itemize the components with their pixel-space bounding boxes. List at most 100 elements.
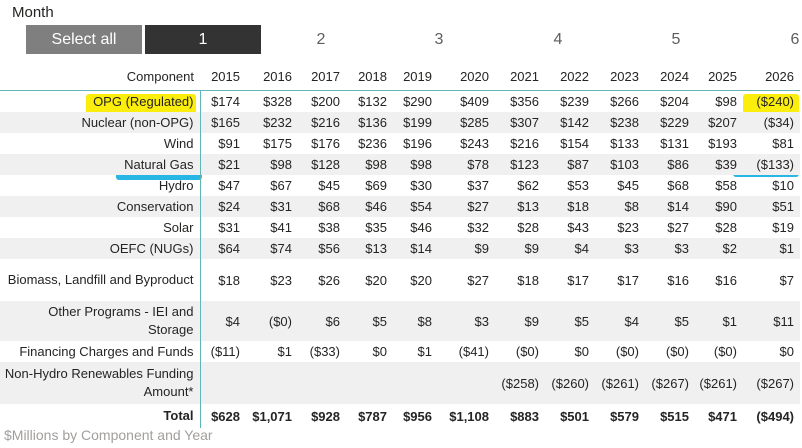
value-cell: $14 — [393, 238, 438, 259]
value-cell: $200 — [311, 94, 340, 109]
value-cell: $20 — [410, 272, 432, 288]
value-cell: ($240) — [756, 94, 794, 109]
value-cell: $86 — [645, 154, 695, 175]
value-cell: $11 — [743, 301, 800, 341]
value-cell: $883 — [510, 408, 539, 424]
value-cell: $56 — [298, 238, 346, 259]
value-cell: ($0) — [515, 344, 539, 359]
month-2-button[interactable]: 2 — [316, 31, 326, 48]
value-cell: $46 — [410, 220, 432, 235]
row-label: Financing Charges and Funds — [0, 341, 201, 362]
value-cell: $229 — [645, 112, 695, 133]
month-5-button[interactable]: 5 — [671, 31, 681, 48]
value-cell: $27 — [438, 196, 495, 217]
value-cell: $7 — [779, 272, 794, 288]
value-cell: $58 — [715, 178, 737, 193]
column-header-year[interactable]: 2018 — [346, 62, 393, 91]
value-cell: $14 — [645, 196, 695, 217]
value-cell: $31 — [246, 196, 298, 217]
value-cell: $32 — [467, 220, 489, 235]
header-row: Component 2015 2016 2017 2018 2019 2020 … — [0, 62, 800, 91]
value-cell: $21 — [200, 154, 246, 175]
value-cell: $0 — [779, 344, 794, 359]
value-cell: $16 — [667, 272, 689, 288]
column-header-year[interactable]: 2022 — [545, 62, 595, 91]
column-header-year[interactable]: 2026 — [743, 62, 800, 91]
value-cell: ($41) — [458, 344, 489, 359]
value-cell: $132 — [358, 94, 387, 109]
column-header-year[interactable]: 2025 — [695, 62, 743, 91]
month-6-button[interactable]: 6 — [790, 31, 800, 48]
month-1-button[interactable]: 1 — [145, 25, 261, 54]
value-cell: $236 — [358, 136, 387, 151]
value-cell — [346, 362, 393, 404]
row-label: Non-Hydro Renewables Funding Amount* — [0, 362, 201, 404]
value-cell: ($11) — [210, 344, 240, 359]
value-cell: $74 — [246, 238, 298, 259]
value-cell: $98 — [246, 154, 298, 175]
value-cell: $207 — [695, 112, 743, 133]
value-cell: $1 — [417, 344, 432, 359]
value-cell: $23 — [617, 220, 639, 235]
value-cell — [298, 362, 346, 404]
row-label: Wind — [0, 133, 201, 154]
table-row: Financing Charges and Funds ($11) $1 ($33) $… — [0, 341, 800, 362]
value-cell: $0 — [574, 344, 589, 359]
value-cell: $46 — [346, 196, 393, 217]
value-cell: $18 — [517, 272, 539, 288]
value-cell: $307 — [495, 112, 545, 133]
table-row: Other Programs - IEI and Storage $4 ($0) $6… — [0, 301, 800, 341]
value-cell: $5 — [346, 301, 393, 341]
value-cell: $98 — [715, 94, 737, 109]
value-cell: $3 — [645, 238, 695, 259]
column-header-year[interactable]: 2020 — [438, 62, 495, 91]
value-cell — [393, 362, 438, 404]
row-label: OPG (Regulated) — [0, 90, 201, 112]
matrix-caption: $Millions by Component and Year — [4, 427, 213, 443]
column-header-year[interactable]: 2023 — [595, 62, 645, 91]
value-cell: $41 — [270, 220, 292, 235]
column-header-year[interactable]: 2019 — [393, 62, 438, 91]
value-cell: $956 — [403, 408, 432, 424]
value-cell: $2 — [695, 238, 743, 259]
month-slicer: Select all 1 2 3 4 5 6 — [0, 25, 802, 55]
month-slicer-title: Month — [12, 4, 54, 21]
column-header-year[interactable]: 2021 — [495, 62, 545, 91]
column-header-year[interactable]: 2017 — [298, 62, 346, 91]
value-cell: $69 — [365, 178, 387, 193]
value-cell: $239 — [560, 94, 589, 109]
value-cell: ($267) — [645, 362, 695, 404]
value-cell: $98 — [393, 154, 438, 175]
value-cell: $27 — [667, 220, 689, 235]
value-cell: $142 — [545, 112, 595, 133]
month-3-button[interactable]: 3 — [434, 31, 444, 48]
value-cell: $64 — [200, 238, 246, 259]
column-header-year[interactable]: 2016 — [246, 62, 298, 91]
value-cell: $81 — [772, 136, 794, 151]
value-cell: $1,108 — [449, 408, 489, 424]
value-cell: $328 — [263, 94, 292, 109]
value-cell: ($494) — [756, 408, 794, 424]
column-header-year[interactable]: 2024 — [645, 62, 695, 91]
month-4-button[interactable]: 4 — [553, 31, 563, 48]
value-cell: ($267) — [743, 362, 800, 404]
value-cell: $216 — [298, 112, 346, 133]
value-cell: $68 — [667, 178, 689, 193]
value-cell: $23 — [270, 272, 292, 288]
value-cell: ($261) — [595, 362, 645, 404]
column-header-component[interactable]: Component — [0, 62, 200, 91]
value-cell: $1 — [277, 344, 292, 359]
value-cell: $90 — [695, 196, 743, 217]
value-cell: $18 — [218, 272, 240, 288]
column-header-year[interactable]: 2015 — [200, 62, 246, 91]
value-cell: $238 — [595, 112, 645, 133]
select-all-button[interactable]: Select all — [26, 25, 142, 54]
table-row: Non-Hydro Renewables Funding Amount* ($25… — [0, 362, 800, 404]
table-row: Hydro $47 $67 $45 $69 $30 $37 $62 $53 $45 $68 $58 $1… — [0, 175, 800, 196]
value-cell: $28 — [517, 220, 539, 235]
value-cell: $356 — [510, 94, 539, 109]
row-label: OEFC (NUGs) — [0, 238, 201, 259]
table-row: Conservation $24 $31 $68 $46 $54 $27 $13 $18 $8 $1… — [0, 196, 800, 217]
opg-2026-highlight — [743, 94, 799, 114]
value-cell: $515 — [660, 408, 689, 424]
